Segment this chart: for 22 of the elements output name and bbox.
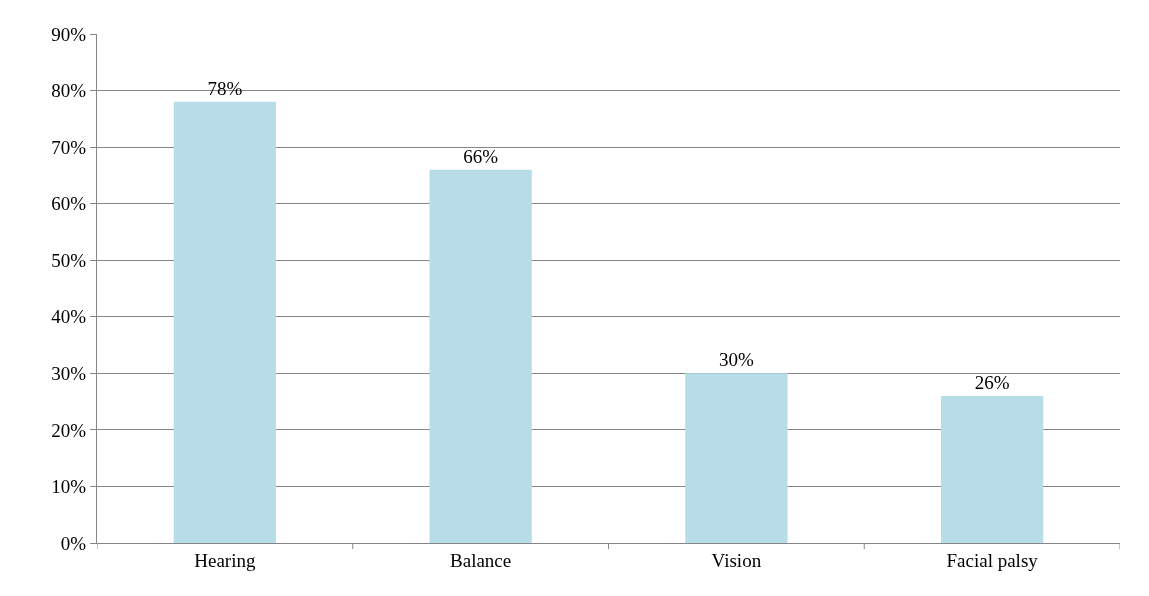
data-label: 26%: [974, 371, 1010, 393]
bar: [173, 101, 277, 543]
y-tick-label: 50%: [51, 249, 87, 271]
bar: [685, 373, 788, 543]
y-tick-label: 90%: [51, 23, 87, 45]
x-tick-label: Vision: [711, 549, 762, 571]
y-tick-label: 60%: [51, 193, 87, 215]
bar: [940, 395, 1044, 543]
y-tick-label: 20%: [51, 419, 87, 441]
y-tick-label: 0%: [60, 532, 87, 554]
data-label: 78%: [207, 77, 243, 99]
x-tick-label: Balance: [450, 549, 512, 571]
y-tick-label: 30%: [51, 362, 87, 384]
y-tick-label: 80%: [51, 80, 87, 102]
x-tick-label: Facial palsy: [946, 549, 1039, 571]
x-tick-label: Hearing: [194, 549, 256, 571]
bar: [429, 169, 532, 543]
y-tick-label: 70%: [51, 136, 87, 158]
data-label: 30%: [718, 349, 754, 371]
y-tick-label: 10%: [51, 476, 87, 498]
data-label: 66%: [463, 145, 499, 167]
y-tick-label: 40%: [51, 306, 87, 328]
